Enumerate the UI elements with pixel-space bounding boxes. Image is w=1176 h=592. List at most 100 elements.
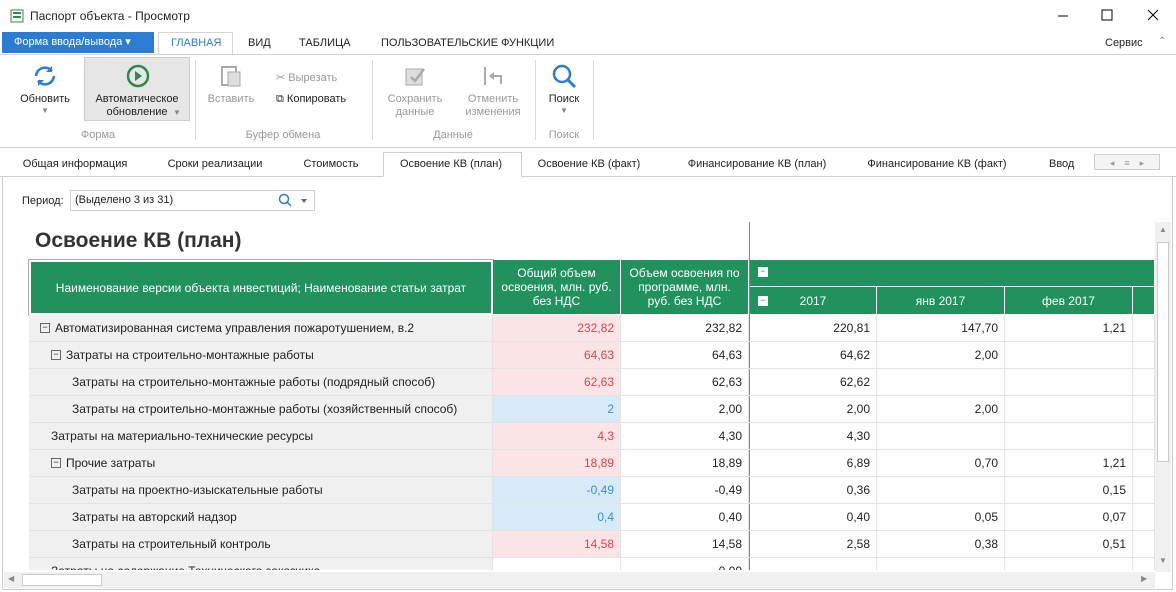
row-name-cell: Затраты на материально-технические ресур… [29,423,493,450]
total-cell[interactable]: 4,3 [493,423,621,450]
doc-tab[interactable]: Общая информация [22,158,128,170]
total-cell[interactable]: 62,63 [493,369,621,396]
period-header: фев 2017 [1005,287,1133,315]
program-cell: 18,89 [621,450,749,477]
auto-update-button[interactable] [84,57,190,121]
collapse-toggle[interactable]: − [758,267,768,277]
period-cell: 4,30 [749,423,877,450]
row-toggle[interactable]: − [40,322,50,333]
period-header-label: 2017 [799,293,827,308]
window-controls[interactable] [1050,6,1170,26]
row-toggle[interactable]: − [51,349,61,360]
ribbon-tab[interactable]: ТАБЛИЦА [299,37,351,49]
total-cell[interactable]: 14,58 [493,531,621,558]
period-search[interactable] [278,193,312,209]
header-program: Объем освоения по программе, млн. руб. б… [621,260,749,315]
paste-button[interactable]: Вставить [207,93,255,105]
row-name: Затраты на проектно-изыскательные работы [72,483,323,497]
period-cell: 0,38 [877,531,1005,558]
row-name: Затраты на материально-технические ресур… [51,429,314,443]
period-cell: 0,40 [749,504,877,531]
form-button[interactable]: Форма ввода/вывода ▾ [2,32,154,53]
period-cell [1133,477,1155,504]
doc-tab[interactable]: Стоимость [303,158,359,170]
doc-tab[interactable]: Сроки реализации [167,158,263,170]
row-name-cell: Затраты на строительно-монтажные работы … [29,396,493,423]
total-cell[interactable]: 2 [493,396,621,423]
hscroll-thumb[interactable] [22,574,102,586]
row-name-cell: Затраты на строительно-монтажные работы … [29,369,493,396]
program-cell: 0,40 [621,504,749,531]
tab-navigation[interactable]: ◂ ≡ ▸ [1094,154,1160,170]
scroll-up[interactable]: ▲ [1159,225,1167,234]
group-label: Форма [80,129,116,141]
period-cell [1005,423,1133,450]
period-cell: 64,62 [749,342,877,369]
group-separator [593,60,594,140]
total-cell[interactable]: 18,89 [493,450,621,477]
horizontal-scrollbar[interactable]: ◀ ▶ [4,572,1155,588]
doc-tab[interactable]: Ввод Ос [1049,158,1075,170]
row-name: Затраты на содержание Технического заказ… [51,564,320,570]
total-cell[interactable]: 232,82 [493,315,621,342]
ribbon-tab[interactable]: ПОЛЬЗОВАТЕЛЬСКИЕ ФУНКЦИИ [381,37,555,49]
total-cell[interactable]: -0,49 [493,477,621,504]
row-name: Прочие затраты [66,456,156,470]
dropdown-arrow: ▼ [560,106,568,115]
period-cell [1133,315,1155,342]
row-name-cell: − Прочие затраты [29,450,493,477]
copy-button[interactable]: ⧉ Копировать [276,93,347,105]
group-separator [372,60,373,140]
refresh-icon [34,66,56,86]
save-icon [405,68,425,86]
period-cell: 147,70 [877,315,1005,342]
row-name: Затраты на строительно-монтажные работы … [72,375,436,389]
period-cell: 6,89 [749,450,877,477]
collapse-toggle[interactable]: − [758,296,768,306]
doc-tab[interactable]: Освоение КВ (план) [399,158,503,170]
total-cell[interactable] [493,558,621,570]
total-cell[interactable]: 64,63 [493,342,621,369]
row-name-cell: Затраты на содержание Технического заказ… [29,558,493,570]
scroll-thumb[interactable] [1157,242,1169,462]
total-cell[interactable]: 0,4 [493,504,621,531]
period-cell: 0,36 [749,477,877,504]
service-menu[interactable]: Сервис [1105,37,1143,49]
ribbon-tab[interactable]: ВИД [248,37,271,49]
save-button[interactable]: Сохранить данные [387,93,443,118]
period-cell [1133,558,1155,570]
copy-label: Копировать [286,93,347,105]
undo-button[interactable]: Отменить изменения [465,93,521,118]
row-name: Затраты на строительно-монтажные работы … [72,402,458,416]
period-cell [1133,450,1155,477]
period-cell [1133,531,1155,558]
collapse-ribbon[interactable]: ⌃ [1158,36,1167,47]
auto-update-icon [126,64,150,88]
period-select[interactable] [70,190,315,211]
program-cell: 14,58 [621,531,749,558]
undo-icon [484,67,502,85]
content-frame [2,177,1173,590]
program-cell: -0,49 [621,477,749,504]
paste-icon [221,66,241,87]
period-cell: 0,15 [1005,477,1133,504]
header-group: − [750,260,1155,287]
search-button[interactable]: Поиск [548,93,580,105]
period-header: янв 2017 [877,287,1005,315]
refresh-button[interactable]: Обновить [20,93,70,105]
vertical-scrollbar[interactable]: ▲ ▼ [1155,222,1171,572]
scroll-right[interactable]: ▶ [1141,574,1148,583]
table-title: Освоение КВ (план) [35,229,242,252]
dropdown-arrow: ▼ [173,108,181,117]
period-cell: 1,21 [1005,315,1133,342]
auto-update-label: Автоматическое обновление [95,93,179,118]
doc-tab[interactable]: Освоение КВ (факт) [537,158,641,170]
program-cell: 62,63 [621,369,749,396]
scroll-left[interactable]: ◀ [8,574,15,583]
ribbon-tab[interactable]: ГЛАВНАЯ [171,37,222,49]
row-toggle[interactable]: − [51,457,61,468]
doc-tab[interactable]: Финансирование КВ (план) [687,158,827,170]
doc-tab[interactable]: Финансирование КВ (факт) [867,158,1007,170]
cut-button[interactable]: ✂ Вырезать [276,72,338,84]
scroll-down[interactable]: ▼ [1159,556,1167,565]
